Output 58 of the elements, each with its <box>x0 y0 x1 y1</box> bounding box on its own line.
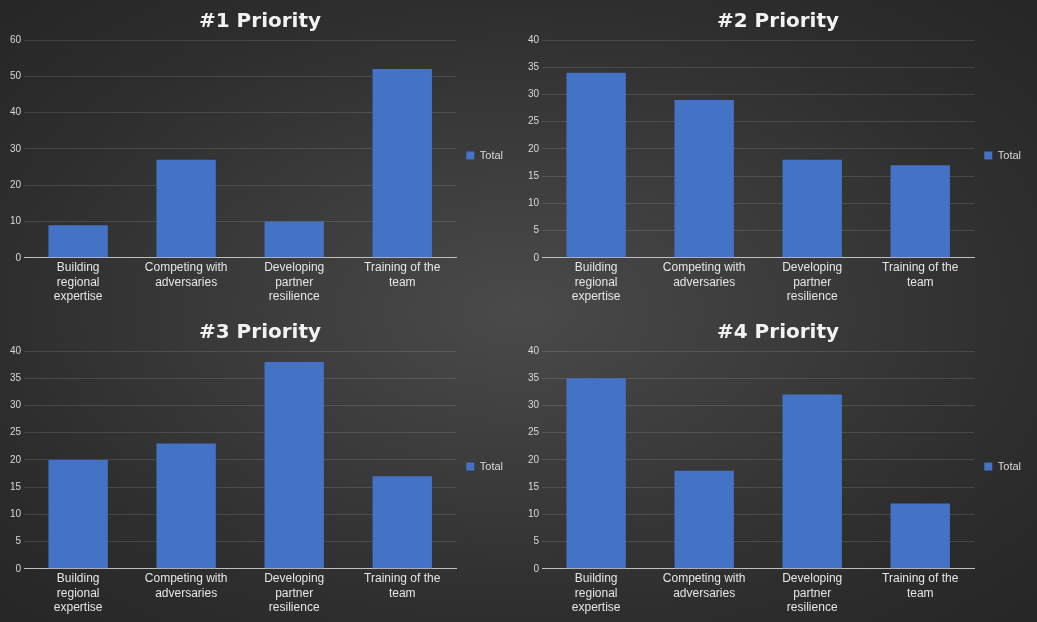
y-tick-label: 25 <box>528 426 540 438</box>
y-tick-label: 40 <box>528 344 540 356</box>
y-tick-label: 5 <box>15 535 22 547</box>
x-tick-label: Competing with adversaries <box>144 571 228 600</box>
y-tick-label: 0 <box>533 251 540 263</box>
y-tick-label: 35 <box>10 371 22 383</box>
chart-title: #1 Priority <box>198 8 322 33</box>
y-tick-label: 10 <box>10 215 22 227</box>
y-tick-label: 20 <box>10 453 22 465</box>
y-tick-label: 5 <box>533 535 540 547</box>
x-tick-label: Building regional expertise <box>53 260 103 304</box>
y-tick-label: 20 <box>528 453 540 465</box>
chart-title: #2 Priority <box>716 8 840 33</box>
y-tick-label: 30 <box>10 399 22 411</box>
y-tick-label: 25 <box>528 115 540 127</box>
y-tick-label: 50 <box>10 70 22 82</box>
x-tick-label: Training of the team <box>882 571 959 600</box>
x-tick-label: Developing partner resilience <box>782 260 843 304</box>
y-tick-label: 10 <box>528 508 540 520</box>
x-tick-label: Training of the team <box>364 260 441 289</box>
y-tick-label: 35 <box>528 371 540 383</box>
y-tick-label: 20 <box>10 178 22 190</box>
y-tick-label: 25 <box>10 426 22 438</box>
y-tick-label: 40 <box>10 344 22 356</box>
x-tick-label: Building regional expertise <box>53 571 103 615</box>
y-tick-label: 40 <box>528 33 540 45</box>
legend-label: Total <box>997 148 1022 161</box>
x-tick-label: Building regional expertise <box>571 260 621 304</box>
x-tick-label: Developing partner resilience <box>264 571 325 615</box>
y-tick-label: 30 <box>528 88 540 100</box>
legend-label: Total <box>997 459 1022 472</box>
y-tick-label: 10 <box>528 197 540 209</box>
y-tick-label: 35 <box>528 60 540 72</box>
y-tick-label: 60 <box>10 33 22 45</box>
y-tick-label: 0 <box>15 251 22 263</box>
y-tick-label: 0 <box>533 562 540 574</box>
y-tick-label: 10 <box>10 508 22 520</box>
x-tick-label: Developing partner resilience <box>264 260 325 304</box>
x-tick-label: Training of the team <box>882 260 959 289</box>
legend-label: Total <box>479 459 504 472</box>
y-tick-label: 15 <box>528 480 540 492</box>
y-tick-label: 15 <box>528 169 540 181</box>
x-tick-label: Training of the team <box>364 571 441 600</box>
y-tick-label: 5 <box>533 224 540 236</box>
x-tick-label: Competing with adversaries <box>662 571 746 600</box>
x-tick-label: Building regional expertise <box>571 571 621 615</box>
x-tick-label: Competing with adversaries <box>144 260 228 289</box>
y-tick-label: 0 <box>15 562 22 574</box>
chart-title: #4 Priority <box>716 319 840 344</box>
y-tick-label: 15 <box>10 480 22 492</box>
chart-title: #3 Priority <box>198 319 322 344</box>
y-tick-label: 30 <box>528 399 540 411</box>
x-tick-label: Developing partner resilience <box>782 571 843 615</box>
y-tick-label: 20 <box>528 142 540 154</box>
legend-label: Total <box>479 148 504 161</box>
x-tick-label: Competing with adversaries <box>662 260 746 289</box>
y-tick-label: 30 <box>10 142 22 154</box>
y-tick-label: 40 <box>10 106 22 118</box>
